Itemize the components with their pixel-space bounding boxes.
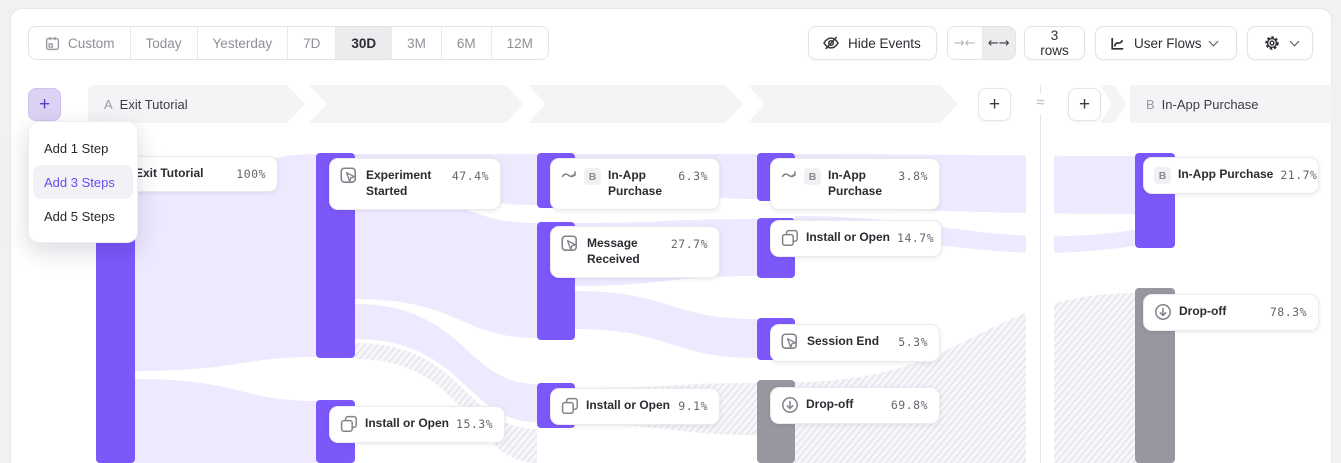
step-band-segment[interactable]	[1130, 85, 1332, 123]
node-value: 69.8%	[890, 398, 928, 412]
step-b-title: In-App Purchase	[1161, 96, 1259, 112]
plus-icon: +	[1078, 93, 1091, 115]
date-range-picker: Custom Today Yesterday 7D 30D 3M 6M 12M	[28, 26, 549, 60]
node-card-install-or-open[interactable]: Install or Open 15.3%	[329, 406, 505, 443]
add-step-button-open[interactable]: +	[28, 88, 61, 121]
date-range-custom[interactable]: Custom	[29, 27, 131, 59]
circle-down-arrow-icon	[781, 396, 799, 414]
date-range-6m[interactable]: 6M	[442, 27, 492, 59]
node-label: Message Received	[587, 236, 640, 266]
node-label: In-App Purchase	[1178, 167, 1274, 181]
step-a-badge: A	[104, 96, 113, 112]
node-value: 100%	[236, 167, 266, 181]
expand-columns-button[interactable]: ←→	[981, 27, 1015, 59]
node-card-experiment-started[interactable]: Experiment Started 47.4%	[329, 158, 501, 210]
node-value: 5.3%	[898, 335, 928, 349]
node-value: 14.7%	[897, 231, 935, 245]
node-value: 9.1%	[678, 399, 708, 413]
jump-arrow-icon	[781, 167, 797, 183]
node-label: Install or Open	[365, 416, 450, 430]
date-range-custom-label: Custom	[68, 35, 115, 51]
settings-dropdown[interactable]	[1247, 26, 1313, 60]
line-chart-icon	[1109, 35, 1126, 52]
node-value: 15.3%	[456, 417, 494, 431]
date-range-30d-selected[interactable]: 30D	[336, 27, 393, 59]
node-label: In-App Purchase	[608, 168, 663, 198]
date-range-yesterday[interactable]: Yesterday	[198, 27, 289, 59]
step-band-segment[interactable]	[309, 85, 524, 123]
add-step-left-button[interactable]: +	[978, 88, 1011, 121]
step-a-header: A Exit Tutorial	[104, 85, 188, 123]
node-value: 21.7%	[1280, 168, 1318, 182]
step-b-badge: B	[804, 168, 821, 185]
node-card-in-app-purchase[interactable]: B In-App Purchase 6.3%	[550, 158, 720, 210]
node-label: Drop-off	[1179, 304, 1227, 318]
plus-icon: +	[38, 93, 51, 115]
node-label: Experiment Started	[366, 168, 432, 198]
view-type-dropdown[interactable]: User Flows	[1095, 26, 1237, 60]
menu-item-add-1-step[interactable]: Add 1 Step	[44, 140, 109, 156]
hide-events-label: Hide Events	[848, 35, 921, 51]
menu-item-add-5-steps[interactable]: Add 5 Steps	[44, 208, 115, 224]
node-label: Exit Tutorial	[135, 166, 204, 180]
section-divider-line	[1040, 85, 1041, 463]
node-label: Install or Open	[806, 230, 891, 244]
node-card-install-or-open[interactable]: Install or Open 14.7%	[770, 220, 942, 257]
date-range-3m[interactable]: 3M	[392, 27, 442, 59]
date-range-today[interactable]: Today	[131, 27, 198, 59]
eye-off-icon	[822, 34, 840, 52]
step-b-badge: B	[1154, 167, 1171, 184]
rows-button[interactable]: 3 rows	[1024, 26, 1085, 60]
node-label: Session End	[807, 334, 880, 348]
collapse-columns-button[interactable]: →←	[948, 27, 982, 59]
step-b-badge: B	[1146, 96, 1155, 112]
step-band-segment[interactable]	[528, 85, 743, 123]
step-band-segment[interactable]	[747, 85, 958, 123]
node-card-drop-off[interactable]: Drop-off 78.3%	[1143, 294, 1319, 331]
plus-icon: +	[988, 93, 1001, 115]
node-label: Drop-off	[806, 397, 854, 411]
view-type-label: User Flows	[1134, 35, 1202, 51]
expand-columns-icon: ←→	[987, 35, 1010, 51]
rows-label: 3 rows	[1040, 28, 1069, 58]
copy-icon	[561, 397, 579, 415]
node-value: 47.4%	[451, 169, 489, 183]
copy-icon	[781, 229, 799, 247]
cursor-click-icon	[781, 333, 800, 352]
copy-icon	[340, 415, 358, 433]
node-card-drop-off[interactable]: Drop-off 69.8%	[770, 387, 940, 424]
node-card-session-end[interactable]: Session End 5.3%	[770, 324, 940, 362]
hide-events-button[interactable]: Hide Events	[808, 26, 937, 60]
cursor-click-icon	[561, 235, 580, 254]
column-width-toggle: →← ←→	[947, 26, 1016, 60]
add-steps-menu: Add 1 Step Add 3 Steps Add 5 Steps	[28, 121, 138, 243]
node-value: 6.3%	[678, 169, 708, 183]
cursor-click-icon	[340, 167, 359, 186]
node-label: In-App Purchase	[828, 168, 883, 198]
date-range-12m[interactable]: 12M	[492, 27, 548, 59]
date-range-7d[interactable]: 7D	[288, 27, 337, 59]
step-b-header: B In-App Purchase	[1146, 85, 1259, 123]
node-value: 78.3%	[1269, 305, 1307, 319]
node-card-message-received[interactable]: Message Received 27.7%	[550, 226, 720, 278]
node-value: 3.8%	[898, 169, 928, 183]
gear-icon	[1263, 34, 1281, 52]
node-label: Install or Open	[586, 398, 671, 412]
add-step-right-button[interactable]: +	[1068, 88, 1101, 121]
menu-item-add-3-steps-highlighted[interactable]: Add 3 Steps	[33, 165, 133, 199]
node-card-in-app-purchase[interactable]: B In-App Purchase 21.7%	[1143, 157, 1319, 194]
collapse-columns-icon: →←	[953, 35, 976, 51]
chevron-down-icon	[1289, 36, 1299, 46]
step-a-title: Exit Tutorial	[119, 96, 188, 112]
node-card-in-app-purchase[interactable]: B In-App Purchase 3.8%	[770, 158, 940, 210]
node-value: 27.7%	[670, 237, 708, 251]
chevron-down-icon	[1208, 36, 1218, 46]
step-b-badge: B	[584, 168, 601, 185]
circle-down-arrow-icon	[1154, 303, 1172, 321]
jump-arrow-icon	[561, 167, 577, 183]
step-band-segment[interactable]	[88, 85, 305, 123]
approx-icon: ≈	[1028, 94, 1053, 114]
calendar-icon	[44, 35, 61, 52]
node-card-install-or-open[interactable]: Install or Open 9.1%	[550, 388, 720, 425]
